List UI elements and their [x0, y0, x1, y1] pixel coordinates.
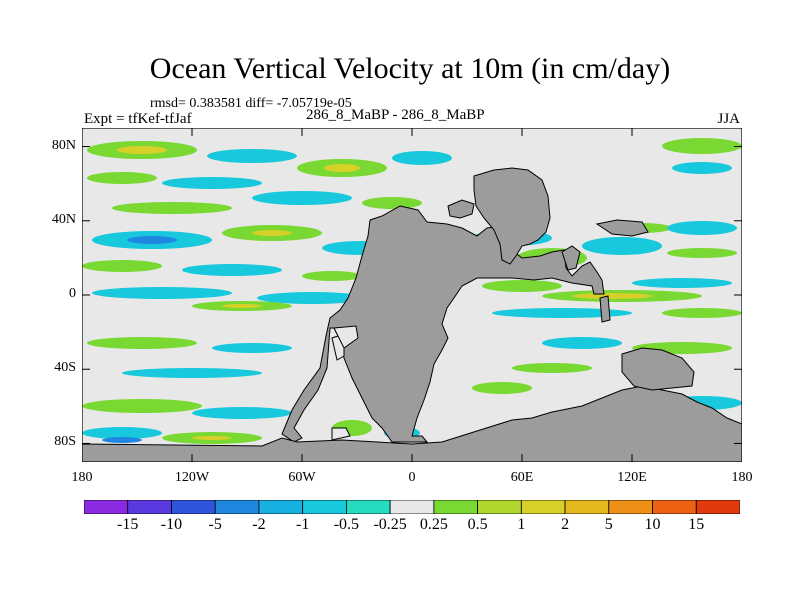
runs-label: 286_8_MaBP - 286_8_MaBP [306, 107, 485, 123]
field-patch [492, 308, 632, 318]
field-patch [207, 149, 297, 163]
field-patch [117, 146, 167, 154]
land-siberia [473, 167, 551, 265]
colorbar-swatch [302, 500, 347, 514]
land-masses [81, 167, 743, 463]
land-cutout [331, 427, 351, 441]
field-patch [82, 427, 162, 439]
land-cutout [333, 325, 359, 349]
stats-text: rmsd= 0.383581 diff= -7.05719e-05 [150, 96, 352, 111]
colorbar-label: 15 [688, 516, 705, 533]
y-tick-label: 0 [69, 286, 76, 301]
field-patch [182, 264, 282, 276]
field-patch [252, 191, 352, 205]
x-tick-label: 60E [510, 470, 534, 485]
field-patch [572, 293, 652, 299]
colorbar-swatch [477, 500, 522, 514]
colorbar-label: 2 [561, 516, 570, 533]
x-tick-label: 60W [288, 470, 316, 485]
y-tick-label: 80S [54, 434, 76, 450]
colorbar-label: 5 [604, 516, 613, 533]
field-patch [302, 271, 362, 281]
field-patch [257, 292, 367, 304]
x-tick-label: 120E [617, 470, 647, 485]
colorbar-label: -0.5 [333, 516, 360, 533]
colorbar-label: 0.25 [419, 516, 448, 533]
colorbar-label: -2 [252, 516, 266, 533]
land-australia [621, 347, 695, 391]
map-panel [81, 127, 743, 467]
land-greenland [447, 199, 475, 219]
field-patch [542, 337, 622, 349]
colorbar-label: -0.25 [373, 516, 407, 533]
field-patch [122, 368, 262, 378]
colorbar-swatch [214, 500, 260, 514]
field-patch [667, 221, 737, 235]
field-patch [192, 436, 232, 440]
colorbar-label: 10 [644, 516, 661, 533]
colorbar-swatch [84, 500, 129, 514]
field-patch [212, 343, 292, 353]
y-tick-label: 40N [51, 211, 76, 227]
field-patch [127, 236, 177, 244]
colorbar-swatch [433, 500, 479, 514]
field-patch [222, 304, 262, 308]
colorbar-label: 1 [517, 516, 526, 533]
field-patch [512, 363, 592, 373]
chart-title: Ocean Vertical Velocity at 10m (in cm/da… [149, 52, 671, 85]
colorbar-swatch [520, 500, 566, 514]
colorbar-swatch [652, 500, 697, 514]
field-patch [102, 437, 142, 443]
field-patch [112, 202, 232, 214]
y-tick-label: 40S [54, 360, 76, 376]
colorbar-swatch [695, 500, 740, 514]
field-patch [324, 164, 360, 172]
colorbar-swatch [171, 500, 216, 514]
x-tick-label: 180 [731, 470, 753, 485]
colorbar-label: -10 [160, 516, 183, 533]
land-indonesia [561, 245, 581, 271]
field-patch [82, 260, 162, 272]
colorbar-swatch [258, 500, 304, 514]
colorbar-label: -5 [208, 516, 222, 533]
season-label: JJA [717, 111, 740, 127]
colorbar-swatch [564, 500, 610, 514]
field-patch [582, 237, 662, 255]
field-patch [92, 287, 232, 299]
x-tick-label: 120W [174, 470, 210, 485]
field-patch [87, 337, 197, 349]
experiment-label: Expt = tfKef-tfJaf [84, 111, 192, 127]
land-antarctica [81, 385, 743, 463]
field-patch [162, 177, 262, 189]
field-patch [82, 399, 202, 413]
land-japan [595, 219, 649, 237]
land-islands [599, 295, 611, 323]
y-tick-label: 80N [51, 137, 76, 153]
field-patch [392, 151, 452, 165]
field-patch [672, 162, 732, 174]
colorbar-swatch [608, 500, 653, 514]
colorbar-label: -15 [117, 516, 139, 533]
colorbar-swatch [127, 500, 172, 514]
field-patch [362, 197, 422, 209]
field-patch [662, 308, 742, 318]
field-patch [192, 407, 292, 419]
map-svg [81, 127, 743, 463]
colorbar-label: 0.5 [467, 516, 488, 533]
field-patch [667, 248, 737, 258]
field-patch [87, 172, 157, 184]
colorbar-label: -1 [295, 516, 310, 533]
colorbar [84, 500, 740, 514]
field-patch [632, 278, 732, 288]
colorbar-swatch [389, 500, 435, 514]
field-patch [472, 382, 532, 394]
x-tick-label: 180 [71, 470, 93, 485]
field-patch [662, 138, 742, 154]
x-tick-label: 0 [408, 470, 416, 485]
colorbar-swatch [345, 500, 391, 514]
field-patch [482, 280, 562, 292]
field-patch [252, 230, 292, 236]
